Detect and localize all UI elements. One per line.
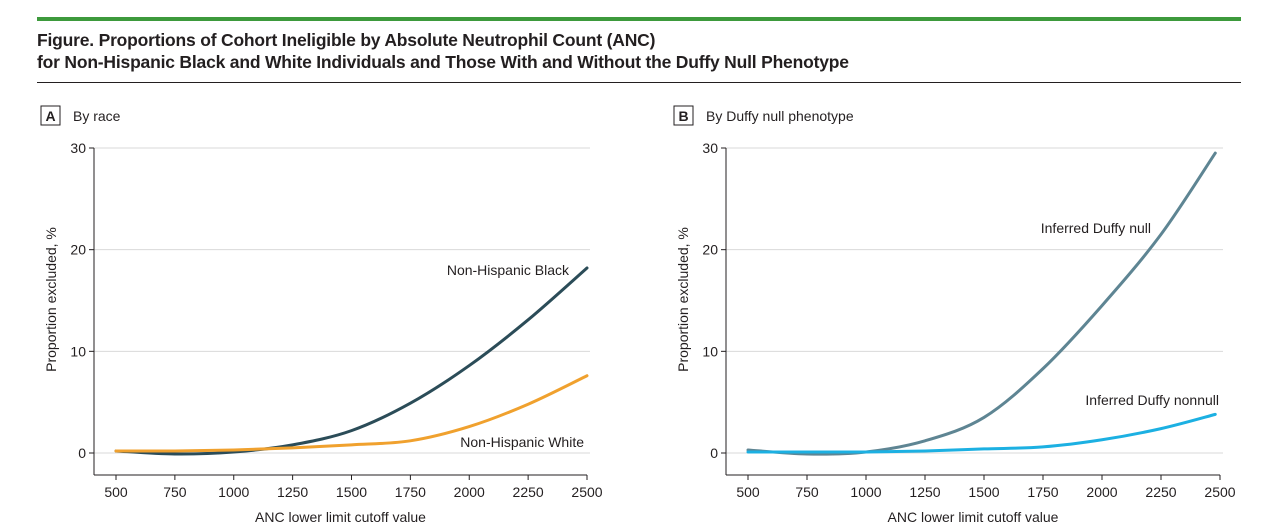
- x-tick-label: 750: [163, 484, 187, 500]
- x-tick-label: 1000: [218, 484, 249, 500]
- x-axis-label: ANC lower limit cutoff value: [255, 509, 426, 525]
- x-axis-label: ANC lower limit cutoff value: [888, 509, 1059, 525]
- panel-title: By Duffy null phenotype: [706, 108, 854, 124]
- x-tick-label: 2250: [513, 484, 544, 500]
- y-axis-label: Proportion excluded, %: [675, 227, 691, 372]
- x-tick-label: 1000: [850, 484, 881, 500]
- series-label: Non-Hispanic White: [460, 434, 584, 450]
- x-tick-label: 750: [795, 484, 819, 500]
- x-tick-label: 500: [104, 484, 128, 500]
- y-tick-label: 10: [702, 343, 718, 359]
- panel-letter-box: [673, 105, 694, 126]
- series-line-2: [746, 412, 1217, 454]
- panel-letter: A: [45, 108, 55, 124]
- y-tick-label: 10: [70, 343, 86, 359]
- figure-title-line1: Figure. Proportions of Cohort Ineligible…: [37, 30, 656, 50]
- y-tick-label: 30: [702, 140, 718, 156]
- x-tick-label: 1250: [909, 484, 940, 500]
- y-tick-label: 0: [710, 445, 718, 461]
- series-line-1: [746, 151, 1217, 456]
- x-tick-label: 2500: [1204, 484, 1235, 500]
- x-tick-label: 2500: [571, 484, 602, 500]
- accent-bar: [37, 17, 1241, 21]
- panel-letter: B: [678, 108, 688, 124]
- panel-b: B By Duffy null phenotype 0 10 20 30 500 750 100…: [673, 105, 1236, 525]
- x-tick-label: 1500: [336, 484, 367, 500]
- x-tick-label: 1250: [277, 484, 308, 500]
- y-tick-label: 0: [78, 445, 86, 461]
- x-tick-label: 1500: [968, 484, 999, 500]
- y-tick-label: 20: [702, 242, 718, 258]
- series-label: Non-Hispanic Black: [447, 262, 570, 278]
- x-tick-label: 2000: [1086, 484, 1117, 500]
- x-tick-label: 1750: [395, 484, 426, 500]
- panel-a: A By race 0 10 20 30 500 750 1000 1250 1500 1750 200…: [40, 105, 603, 525]
- x-tick-label: 2000: [454, 484, 485, 500]
- x-tick-label: 500: [736, 484, 760, 500]
- y-tick-label: 30: [70, 140, 86, 156]
- x-tick-label: 2250: [1145, 484, 1176, 500]
- y-axis-label: Proportion excluded, %: [43, 227, 59, 372]
- figure-title: Figure. Proportions of Cohort Ineligible…: [37, 29, 849, 73]
- series-label: Inferred Duffy null: [1041, 220, 1151, 236]
- title-divider: [37, 82, 1241, 83]
- series-line-1: [114, 266, 589, 456]
- panel-title: By race: [73, 108, 121, 124]
- series-label: Inferred Duffy nonnull: [1085, 392, 1219, 408]
- panel-letter-box: [40, 105, 61, 126]
- series-line-2: [114, 374, 589, 453]
- figure-title-line2: for Non-Hispanic Black and White Individ…: [37, 52, 849, 72]
- x-tick-label: 1750: [1027, 484, 1058, 500]
- y-tick-label: 20: [70, 242, 86, 258]
